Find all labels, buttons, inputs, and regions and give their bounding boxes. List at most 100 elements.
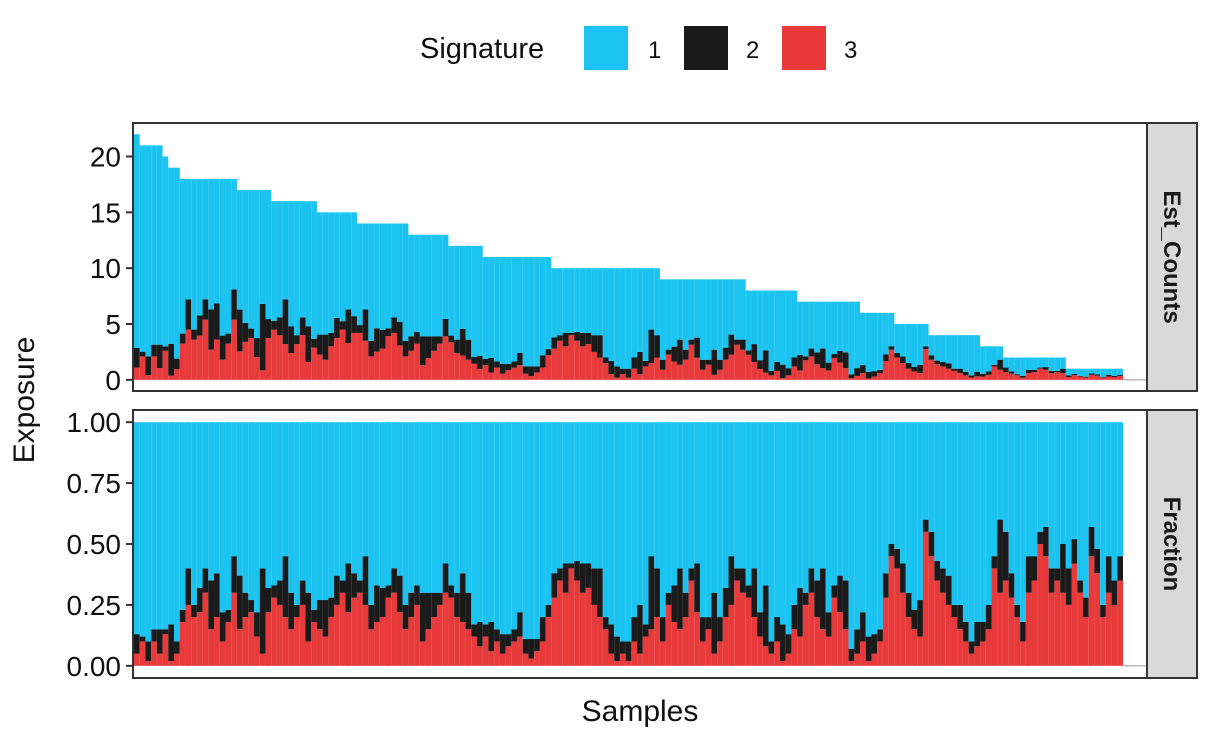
bar-sig1 <box>442 422 449 564</box>
bar-sig1 <box>574 268 580 332</box>
bar-sig3 <box>425 629 432 666</box>
bar-sig3 <box>1100 377 1106 380</box>
bar-sig1 <box>271 201 277 321</box>
bar-sig1 <box>557 422 563 569</box>
bar-sig3 <box>957 373 963 380</box>
bar-sig3 <box>528 376 535 380</box>
bar-sig1 <box>888 422 895 544</box>
bar-sig3 <box>882 361 889 380</box>
bar-sig1 <box>602 268 609 358</box>
bar-sig3 <box>528 658 535 666</box>
bar-sig3 <box>957 629 963 666</box>
bar-sig2 <box>471 357 478 364</box>
bar-sig2 <box>425 336 432 359</box>
bar-sig1 <box>248 190 255 329</box>
bar-sig1 <box>717 279 723 360</box>
bar-sig2 <box>202 299 209 320</box>
bar-sig3 <box>1031 372 1038 380</box>
bar-sig1 <box>1105 422 1112 557</box>
bar-sig2 <box>488 621 495 652</box>
bar-sig1 <box>802 422 809 593</box>
bar-sig3 <box>191 617 197 666</box>
bar-sig1 <box>139 422 146 637</box>
bar-sig3 <box>517 636 523 666</box>
bar-sig2 <box>459 328 466 356</box>
bar-sig2 <box>911 609 918 630</box>
bar-sig3 <box>1048 373 1055 380</box>
bar-sig3 <box>677 629 683 666</box>
bar-sig3 <box>414 604 420 666</box>
bar-sig1 <box>842 301 849 353</box>
bar-sig2 <box>614 366 620 378</box>
bar-sig1 <box>614 422 620 637</box>
bar-sig3 <box>179 343 186 380</box>
bar-sig3 <box>848 378 855 380</box>
bar-sig1 <box>1111 368 1118 376</box>
bar-sig2 <box>328 597 335 618</box>
bar-sig2 <box>654 568 660 618</box>
bar-sig1 <box>179 178 186 334</box>
bar-sig2 <box>877 629 883 642</box>
bar-sig2 <box>1100 377 1106 378</box>
bar-sig1 <box>894 422 901 549</box>
bar-sig2 <box>579 332 586 347</box>
bar-sig1 <box>494 422 500 630</box>
bar-sig3 <box>254 357 260 380</box>
bar-sig3 <box>619 653 626 666</box>
bar-sig1 <box>745 422 752 586</box>
bar-sig3 <box>311 347 317 380</box>
bar-sig1 <box>145 422 152 642</box>
y-tick-label: 10 <box>90 253 121 284</box>
bar-sig1 <box>459 422 466 574</box>
bar-sig2 <box>808 568 815 593</box>
bar-sig1 <box>482 422 489 625</box>
bar-sig1 <box>945 335 952 364</box>
bar-sig3 <box>345 612 352 666</box>
bar-sig3 <box>642 636 649 666</box>
bar-sig2 <box>894 548 901 569</box>
bar-sig3 <box>288 353 295 380</box>
bar-sig3 <box>562 346 569 380</box>
bar-sig2 <box>837 575 843 613</box>
bar-sig1 <box>900 324 906 357</box>
bar-sig3 <box>368 629 375 666</box>
bar-sig3 <box>1077 376 1083 380</box>
bar-sig1 <box>408 234 415 337</box>
bar-sig3 <box>396 612 403 666</box>
bar-sig2 <box>236 575 243 630</box>
bar-sig1 <box>288 201 295 327</box>
bar-sig3 <box>419 641 426 666</box>
bar-sig2 <box>202 568 209 593</box>
bar-sig2 <box>934 561 941 581</box>
bar-sig3 <box>1014 375 1021 380</box>
bar-sig1 <box>774 290 780 362</box>
bar-sig3 <box>997 592 1003 666</box>
bar-sig3 <box>265 338 272 380</box>
bar-sig1 <box>951 335 958 369</box>
bar-sig1 <box>779 290 786 365</box>
bar-sig1 <box>356 223 363 326</box>
bar-sig2 <box>368 604 375 630</box>
bar-sig1 <box>396 422 403 576</box>
bar-sig3 <box>751 361 758 380</box>
bar-sig3 <box>865 378 872 380</box>
bar-sig2 <box>225 609 232 622</box>
bar-sig2 <box>436 336 443 344</box>
bar-sig2 <box>534 639 540 652</box>
bar-sig2 <box>985 604 992 630</box>
bar-sig3 <box>494 367 500 380</box>
bar-sig1 <box>1002 422 1009 532</box>
bar-sig1 <box>334 422 340 576</box>
bar-sig1 <box>1008 422 1015 574</box>
bar-sig1 <box>768 422 775 642</box>
bar-sig2 <box>151 629 157 642</box>
bar-sig1 <box>196 178 203 316</box>
bar-sig1 <box>739 422 746 569</box>
bar-sig3 <box>911 629 918 666</box>
bar-sig1 <box>1071 422 1078 540</box>
bar-sig2 <box>345 563 352 613</box>
bar-sig1 <box>968 422 975 642</box>
bar-sig2 <box>505 634 512 647</box>
bar-sig3 <box>202 319 209 380</box>
bar-sig2 <box>962 621 969 642</box>
